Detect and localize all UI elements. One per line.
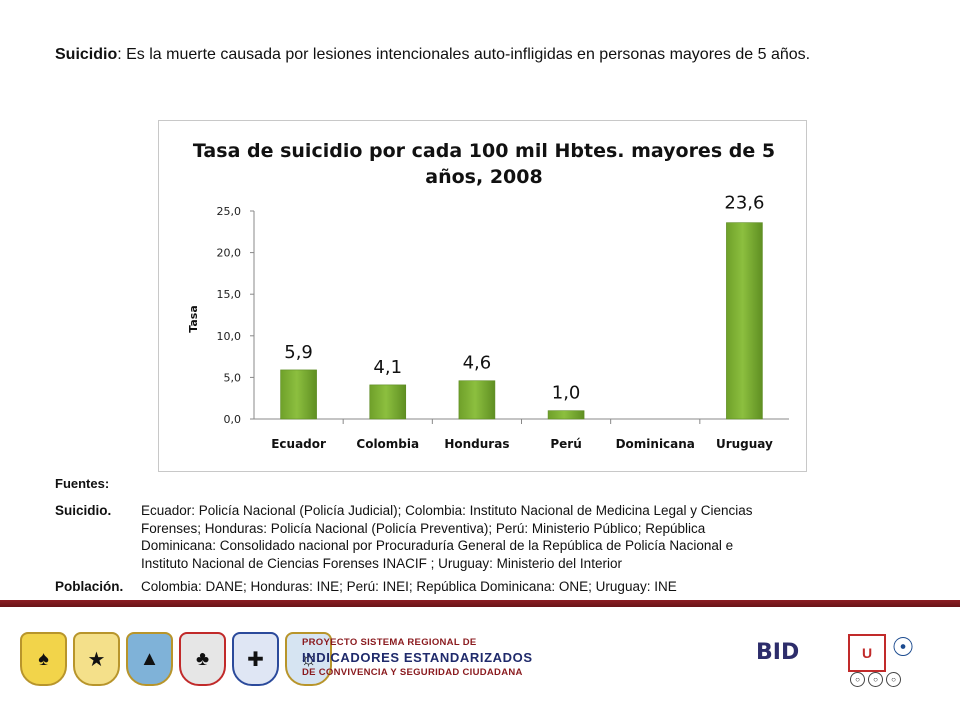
y-tick-label: 0,0: [224, 413, 242, 426]
partner-logo-icon: ○: [868, 672, 883, 687]
project-line2: INDICADORES ESTANDARIZADOS: [302, 650, 533, 665]
sources-heading: Fuentes:: [55, 476, 110, 491]
colombia-shield-icon: ♠: [20, 632, 67, 686]
x-category-label: Perú: [550, 437, 581, 451]
sources-suicidio-line: Instituto Nacional de Ciencias Forenses …: [141, 555, 622, 571]
chart-container: Tasa de suicidio por cada 100 mil Hbtes.…: [158, 120, 807, 472]
x-category-label: Colombia: [356, 437, 419, 451]
x-category-label: Dominicana: [616, 437, 695, 451]
definition-term: Suicidio: [55, 46, 118, 63]
data-label: 23,6: [724, 193, 764, 214]
y-tick-label: 20,0: [217, 247, 242, 260]
data-label: 5,9: [284, 342, 313, 363]
footer-divider: [0, 600, 960, 607]
project-title: PROYECTO SISTEMA REGIONAL DE INDICADORES…: [302, 637, 533, 678]
sources-poblacion-text: Colombia: DANE; Honduras: INE; Perú: INE…: [141, 579, 677, 594]
bar-ecuador: [280, 369, 317, 420]
project-line1: PROYECTO SISTEMA REGIONAL DE: [302, 637, 477, 648]
sources-suicidio-label: Suicidio.: [55, 503, 112, 518]
definition-text: Suicidio: Es la muerte causada por lesio…: [55, 44, 905, 66]
x-category-label: Honduras: [444, 437, 509, 451]
data-label: 1,0: [552, 383, 581, 404]
y-tick-label: 15,0: [217, 288, 242, 301]
y-tick-label: 5,0: [224, 371, 242, 384]
uruguay-shield-icon: ☼: [285, 632, 332, 686]
bid-logo-text: BID: [756, 640, 800, 665]
bar-honduras: [458, 380, 496, 420]
bar-perú: [547, 410, 585, 420]
bar-chart: Tasa de suicidio por cada 100 mil Hbtes.…: [187, 140, 789, 451]
partner-logos: ○ ○ ○: [850, 672, 901, 687]
y-tick-label: 10,0: [217, 330, 242, 343]
honduras-shield-icon: ▲: [126, 632, 173, 686]
data-label: 4,1: [373, 357, 402, 378]
sources-suicidio-line: Ecuador: Policía Nacional (Policía Judic…: [141, 503, 753, 518]
y-tick-label: 25,0: [217, 205, 242, 218]
ecuador-shield-icon: ★: [73, 632, 120, 686]
chart-title-line2: años, 2008: [425, 166, 542, 188]
definition-body: : Es la muerte causada por lesiones inte…: [117, 46, 811, 63]
sources-poblacion-label: Población.: [55, 579, 124, 594]
x-category-label: Ecuador: [271, 437, 326, 451]
bid-logo: BID: [756, 640, 842, 678]
dominicana-shield-icon: ✚: [232, 632, 279, 686]
peru-shield-icon: ♣: [179, 632, 226, 686]
x-category-label: Uruguay: [716, 437, 773, 451]
sources-suicidio-line: Forenses; Honduras: Policía Nacional (Po…: [141, 520, 706, 536]
bar-colombia: [369, 384, 407, 420]
partner-logo-icon: ○: [886, 672, 901, 687]
country-shields: ♠ ★ ▲ ♣ ✚ ☼: [20, 632, 332, 686]
project-line3: DE CONVIVENCIA Y SEGURIDAD CIUDADANA: [302, 667, 523, 678]
chart-title-line1: Tasa de suicidio por cada 100 mil Hbtes.…: [193, 140, 775, 162]
cisalva-logo-icon: ☉: [891, 632, 915, 662]
partner-logo-icon: ○: [850, 672, 865, 687]
university-logo-icon: U: [848, 634, 886, 672]
y-axis-label: Tasa: [187, 305, 200, 332]
sources-suicidio-text: Ecuador: Policía Nacional (Policía Judic…: [141, 502, 881, 572]
bar-uruguay: [726, 222, 763, 420]
data-label: 4,6: [463, 353, 492, 374]
sources-suicidio-line: Dominicana: Consolidado nacional por Pro…: [141, 538, 734, 553]
